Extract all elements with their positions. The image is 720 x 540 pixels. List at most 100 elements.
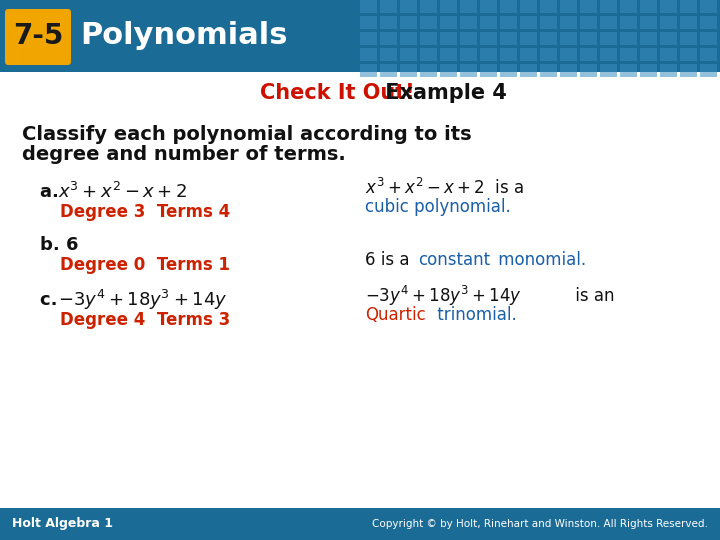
Bar bbox=[680, 0, 697, 13]
Bar bbox=[380, 0, 397, 13]
Bar bbox=[560, 64, 577, 77]
Bar bbox=[680, 64, 697, 77]
Bar bbox=[400, 32, 417, 45]
Text: $-3y^4 + 18y^3 + 14y$: $-3y^4 + 18y^3 + 14y$ bbox=[58, 288, 228, 312]
Bar bbox=[500, 64, 517, 77]
Bar bbox=[460, 16, 477, 29]
Text: Quartic: Quartic bbox=[365, 306, 426, 324]
Bar bbox=[620, 32, 637, 45]
Bar bbox=[620, 16, 637, 29]
Bar bbox=[420, 16, 437, 29]
Bar bbox=[640, 48, 657, 61]
Bar bbox=[580, 32, 597, 45]
Bar bbox=[460, 48, 477, 61]
Bar bbox=[460, 32, 477, 45]
Bar bbox=[420, 48, 437, 61]
FancyBboxPatch shape bbox=[5, 9, 71, 65]
Bar bbox=[360, 64, 377, 77]
Bar bbox=[580, 0, 597, 13]
Bar bbox=[380, 32, 397, 45]
Text: Copyright © by Holt, Rinehart and Winston. All Rights Reserved.: Copyright © by Holt, Rinehart and Winsto… bbox=[372, 519, 708, 529]
Text: is an: is an bbox=[570, 287, 614, 305]
Text: c.: c. bbox=[40, 291, 64, 309]
Bar bbox=[480, 64, 497, 77]
Bar bbox=[480, 16, 497, 29]
Bar bbox=[600, 48, 617, 61]
Text: Holt Algebra 1: Holt Algebra 1 bbox=[12, 517, 113, 530]
Bar bbox=[400, 64, 417, 77]
Bar bbox=[600, 0, 617, 13]
Bar bbox=[480, 48, 497, 61]
Bar bbox=[520, 64, 537, 77]
Bar bbox=[520, 16, 537, 29]
Bar bbox=[480, 0, 497, 13]
Bar bbox=[520, 32, 537, 45]
Bar bbox=[620, 64, 637, 77]
Text: 6 is a: 6 is a bbox=[365, 251, 415, 269]
Bar bbox=[620, 48, 637, 61]
Bar bbox=[400, 16, 417, 29]
Bar bbox=[360, 32, 377, 45]
Text: $-3y^4 + 18y^3 + 14y$: $-3y^4 + 18y^3 + 14y$ bbox=[365, 284, 522, 308]
Text: Example 4: Example 4 bbox=[378, 83, 507, 103]
Bar bbox=[480, 32, 497, 45]
Bar bbox=[640, 32, 657, 45]
Bar bbox=[560, 32, 577, 45]
Bar bbox=[360, 16, 377, 29]
Bar bbox=[420, 64, 437, 77]
Text: cubic polynomial.: cubic polynomial. bbox=[365, 198, 510, 216]
Bar bbox=[700, 64, 717, 77]
Text: a.: a. bbox=[40, 183, 65, 201]
Bar bbox=[580, 48, 597, 61]
Bar bbox=[500, 0, 517, 13]
Bar bbox=[540, 64, 557, 77]
Bar bbox=[0, 508, 720, 540]
Bar bbox=[700, 48, 717, 61]
Bar bbox=[660, 48, 677, 61]
Bar bbox=[600, 64, 617, 77]
Bar bbox=[540, 0, 557, 13]
Bar bbox=[700, 16, 717, 29]
Bar bbox=[440, 48, 457, 61]
Bar bbox=[520, 48, 537, 61]
Bar bbox=[460, 0, 477, 13]
Bar bbox=[360, 0, 377, 13]
Text: monomial.: monomial. bbox=[493, 251, 586, 269]
Bar bbox=[540, 32, 557, 45]
Bar bbox=[580, 16, 597, 29]
Bar bbox=[400, 48, 417, 61]
Bar bbox=[380, 64, 397, 77]
Bar bbox=[620, 0, 637, 13]
Bar bbox=[380, 16, 397, 29]
Bar bbox=[500, 48, 517, 61]
Bar bbox=[520, 0, 537, 13]
Bar bbox=[660, 0, 677, 13]
Bar bbox=[400, 0, 417, 13]
Text: degree and number of terms.: degree and number of terms. bbox=[22, 145, 346, 165]
Text: constant: constant bbox=[418, 251, 490, 269]
Text: Degree 0  Terms 1: Degree 0 Terms 1 bbox=[60, 256, 230, 274]
Text: Degree 3  Terms 4: Degree 3 Terms 4 bbox=[60, 203, 230, 221]
Bar bbox=[540, 48, 557, 61]
Bar bbox=[560, 16, 577, 29]
Bar bbox=[540, 16, 557, 29]
Bar bbox=[580, 64, 597, 77]
Bar bbox=[440, 0, 457, 13]
Bar bbox=[680, 48, 697, 61]
Bar bbox=[560, 0, 577, 13]
Bar bbox=[700, 0, 717, 13]
Bar bbox=[440, 32, 457, 45]
Text: 7-5: 7-5 bbox=[13, 22, 63, 50]
Bar bbox=[560, 48, 577, 61]
Text: trinomial.: trinomial. bbox=[432, 306, 517, 324]
Bar bbox=[700, 32, 717, 45]
Text: $x^3 + x^2 - x + 2$  is a: $x^3 + x^2 - x + 2$ is a bbox=[365, 178, 524, 198]
Bar bbox=[0, 0, 720, 72]
Text: Polynomials: Polynomials bbox=[80, 22, 287, 51]
Bar bbox=[420, 32, 437, 45]
Text: Classify each polynomial according to its: Classify each polynomial according to it… bbox=[22, 125, 472, 145]
Text: $x^3 + x^2 - x + 2$: $x^3 + x^2 - x + 2$ bbox=[58, 182, 187, 202]
Text: Check It Out!: Check It Out! bbox=[260, 83, 415, 103]
Bar bbox=[600, 16, 617, 29]
Bar bbox=[600, 32, 617, 45]
